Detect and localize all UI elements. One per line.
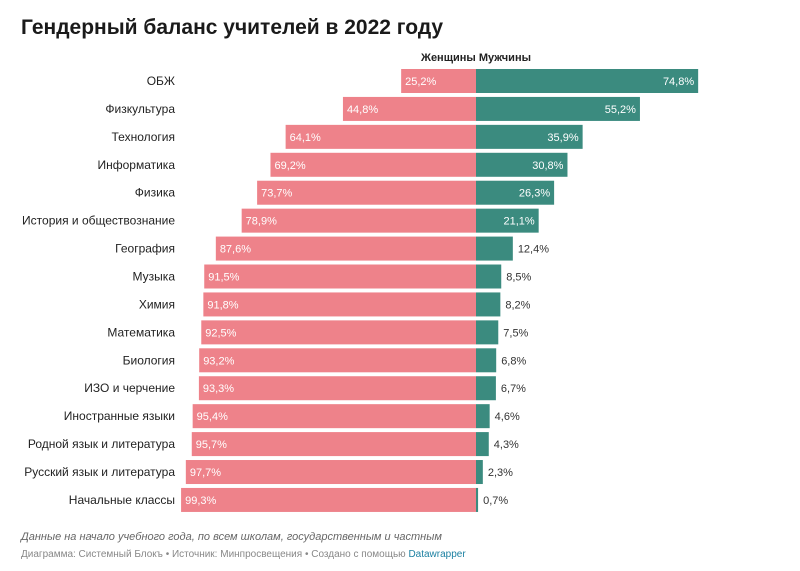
legend-women: Женщины	[421, 52, 476, 64]
data-label-women: 93,2%	[203, 355, 234, 367]
bar-women	[201, 320, 476, 345]
data-label-men: 55,2%	[605, 104, 636, 116]
bar-men	[476, 208, 539, 233]
credit-text: Диаграмма: Системный Блокъ • Источник: М…	[21, 549, 406, 560]
data-label-men: 8,5%	[506, 272, 531, 284]
data-label-men: 8,2%	[505, 299, 530, 311]
data-label-women: 64,1%	[290, 132, 321, 144]
bar-men	[476, 404, 490, 429]
data-label-men: 6,7%	[501, 383, 526, 395]
category-label: Музыка	[133, 270, 176, 284]
bar-women	[181, 487, 477, 512]
category-label: Родной язык и литература	[28, 437, 175, 451]
data-label-men: 12,4%	[518, 244, 549, 256]
category-label: История и обществознание	[22, 214, 175, 228]
category-label: Химия	[139, 297, 175, 311]
data-label-men: 21,1%	[503, 216, 534, 228]
data-label-men: 35,9%	[547, 132, 578, 144]
bar-men	[476, 152, 568, 177]
data-label-men: 26,3%	[519, 188, 550, 200]
data-label-women: 25,2%	[405, 76, 436, 88]
chart-note: Данные на начало учебного года, по всем …	[21, 531, 442, 543]
data-label-women: 95,4%	[197, 411, 228, 423]
bar-women	[185, 460, 476, 485]
data-label-men: 7,5%	[503, 327, 528, 339]
bar-women	[198, 376, 477, 401]
bar-women	[204, 264, 476, 289]
data-label-women: 91,8%	[207, 299, 238, 311]
legend-men: Мужчины	[478, 52, 531, 64]
bar-women	[199, 348, 477, 373]
bar-men	[476, 292, 501, 317]
data-label-women: 91,5%	[208, 272, 239, 284]
category-label: ОБЖ	[147, 74, 175, 88]
data-label-women: 87,6%	[220, 244, 251, 256]
category-label: Физкультура	[105, 102, 175, 116]
legend: Женщины Мужчины	[421, 52, 531, 64]
data-label-men: 74,8%	[663, 76, 694, 88]
bar-women	[192, 404, 477, 429]
data-label-women: 95,7%	[196, 439, 227, 451]
category-label: Физика	[135, 186, 176, 200]
category-label: Биология	[123, 353, 175, 367]
data-label-women: 92,5%	[205, 327, 236, 339]
category-label: ИЗО и черчение	[84, 381, 175, 395]
bar-men	[476, 460, 483, 485]
bar-women	[342, 96, 476, 121]
category-label: Информатика	[97, 158, 175, 172]
bar-men	[476, 69, 699, 93]
bar-women	[215, 236, 476, 261]
data-label-women: 99,3%	[185, 495, 216, 507]
data-label-men: 4,6%	[495, 411, 520, 423]
data-label-women: 73,7%	[261, 188, 292, 200]
category-label: Математика	[107, 325, 175, 339]
data-label-men: 6,8%	[501, 355, 526, 367]
bar-women	[270, 152, 476, 177]
bar-men	[476, 487, 479, 512]
chart-credit: Диаграмма: Системный Блокъ • Источник: М…	[21, 549, 466, 560]
bar-men	[476, 348, 497, 373]
data-label-women: 78,9%	[246, 216, 277, 228]
bar-men	[476, 264, 502, 289]
bar-men	[476, 124, 583, 149]
bar-men	[476, 180, 555, 205]
bar-women	[191, 432, 476, 457]
bar-women	[257, 180, 476, 205]
data-label-women: 93,3%	[203, 383, 234, 395]
bar-women	[401, 69, 476, 93]
bar-women	[203, 292, 476, 317]
data-label-women: 44,8%	[347, 104, 378, 116]
bar-men	[476, 236, 513, 261]
data-label-women: 97,7%	[190, 467, 221, 479]
category-label: Русский язык и литература	[24, 465, 175, 479]
data-label-men: 2,3%	[488, 467, 513, 479]
data-label-women: 69,2%	[274, 160, 305, 172]
datawrapper-link[interactable]: Datawrapper	[408, 549, 466, 560]
data-label-men: 30,8%	[532, 160, 563, 172]
bar-men	[476, 96, 640, 121]
data-label-men: 4,3%	[494, 439, 519, 451]
bar-men	[476, 376, 496, 401]
bar-women	[241, 208, 476, 233]
category-label: География	[115, 242, 175, 256]
bar-women	[285, 124, 476, 149]
data-label-men: 0,7%	[483, 495, 508, 507]
category-label: Иностранные языки	[64, 409, 175, 423]
category-label: Технология	[112, 130, 176, 144]
chart-title: Гендерный баланс учителей в 2022 году	[21, 16, 444, 39]
bar-men	[476, 432, 489, 457]
bar-men	[476, 320, 499, 345]
category-label: Начальные классы	[69, 493, 175, 507]
